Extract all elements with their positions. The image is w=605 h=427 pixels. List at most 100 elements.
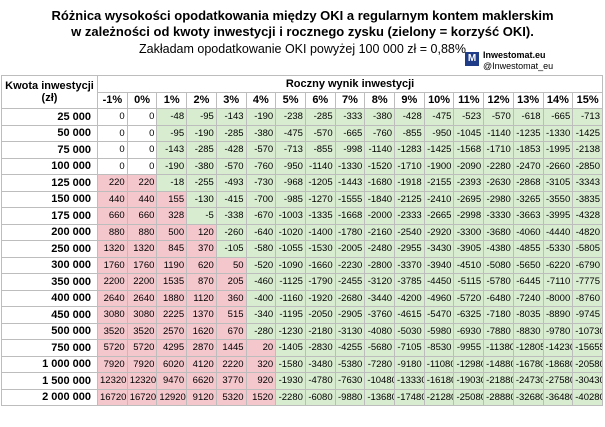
cell: -475	[275, 124, 306, 142]
cell: -11080	[423, 355, 455, 373]
cell: -570	[215, 157, 247, 175]
cell: 205	[215, 273, 247, 291]
cell: -380	[245, 124, 277, 142]
cell: 3770	[215, 372, 247, 390]
subtitle: Zakładam opodatkowanie OKI powyżej 100 0…	[139, 42, 466, 56]
cell: 3520	[97, 322, 128, 340]
table: Kwota inwestycji (zł) Roczny wynik inwest…	[1, 75, 603, 406]
cell: 5720	[126, 339, 158, 357]
cell: -2280	[483, 157, 514, 175]
cell: -10480	[364, 372, 396, 390]
cell: -2393	[453, 174, 485, 192]
cell: -1140	[304, 157, 336, 175]
cell: -8890	[542, 306, 574, 324]
cell: -428	[215, 141, 247, 159]
cell: 440	[97, 190, 128, 208]
cell: 5720	[97, 339, 128, 357]
cell: -3680	[483, 223, 514, 241]
cell: -1425	[423, 141, 455, 159]
column-header: 8%	[364, 91, 396, 109]
cell: -7775	[572, 273, 603, 291]
column-header: 11%	[453, 91, 485, 109]
cell: -1283	[394, 141, 425, 159]
row-label: 1 000 000	[1, 355, 98, 373]
header-row: Kwota inwestycji (zł) Roczny wynik inwest…	[1, 75, 603, 109]
cell: -4440	[542, 223, 574, 241]
row-label: 25 000	[1, 108, 98, 126]
logo-icon: M	[465, 52, 479, 66]
cell: -1125	[275, 273, 306, 291]
row: 400 000 2640 2640 1880 1120 360 -400 -1160 -1920…	[1, 289, 603, 307]
cell: -7110	[542, 273, 574, 291]
cell: -7180	[483, 306, 514, 324]
cell: -950	[423, 124, 455, 142]
cell: 1120	[186, 289, 217, 307]
cell: 1520	[245, 388, 277, 406]
cell: -333	[334, 108, 366, 126]
cell: -1195	[275, 306, 306, 324]
cell: -2955	[394, 240, 425, 258]
cell: -18680	[542, 355, 574, 373]
cell: -1520	[364, 157, 396, 175]
cell: -21280	[423, 388, 455, 406]
cell: -19030	[453, 372, 485, 390]
cell: -1995	[542, 141, 574, 159]
cell: -18	[156, 174, 188, 192]
cell: -4820	[572, 223, 603, 241]
cell: -8035	[512, 306, 544, 324]
cell: -3343	[572, 174, 603, 192]
cell: 920	[245, 372, 277, 390]
cell: -8000	[542, 289, 574, 307]
cell: -2090	[453, 157, 485, 175]
cell: 1190	[156, 256, 188, 274]
cell: -1020	[275, 223, 306, 241]
cell: -28880	[483, 388, 514, 406]
row: 200 000 880 880 500 120 -260 -640 -1020 -1400 -17…	[1, 223, 603, 241]
row-label: 2 000 000	[1, 388, 98, 406]
cell: -238	[275, 108, 306, 126]
cell: -4328	[572, 207, 603, 225]
row: 150 000 440 440 155 -130 -415 -700 -985 -1270 -15…	[1, 190, 603, 208]
row: 100 000 0 0 -190 -380 -570 -760 -950 -1140 -1330-…	[1, 157, 603, 175]
cell: -1425	[572, 124, 603, 142]
cell: -9180	[394, 355, 425, 373]
cell: -105	[215, 240, 247, 258]
cell: -7880	[483, 322, 514, 340]
cell: -2155	[423, 174, 455, 192]
cell: -1270	[304, 190, 336, 208]
cell: 3080	[126, 306, 158, 324]
cell: -340	[245, 306, 277, 324]
cell: -998	[334, 141, 366, 159]
cell: -6220	[542, 256, 574, 274]
cell: -3330	[483, 207, 514, 225]
cell: -665	[334, 124, 366, 142]
row: 450 000 3080 3080 2225 1370 515 -340 -1195 -2050…	[1, 306, 603, 324]
cell: -3905	[453, 240, 485, 258]
column-header: 0%	[126, 91, 158, 109]
cell: -3130	[334, 322, 366, 340]
cell: 7920	[126, 355, 158, 373]
cell: -130	[186, 190, 217, 208]
cell: -5680	[364, 339, 396, 357]
cell: -6480	[483, 289, 514, 307]
cell: -4780	[304, 372, 336, 390]
cell: -493	[215, 174, 247, 192]
cell: -3760	[364, 306, 396, 324]
row: 50 000 0 0 -95 -190 -285 -380 -475 -570 -665 -760-…	[1, 124, 603, 142]
cell: -2000	[364, 207, 396, 225]
cell: -1443	[334, 174, 366, 192]
column-header: 14%	[542, 91, 574, 109]
row: 750 000 5720 5720 4295 2870 1445 20 -1405 -2830-…	[1, 339, 603, 357]
cell: 2200	[97, 273, 128, 291]
cell: -9745	[572, 306, 603, 324]
cell: -10730	[572, 322, 603, 340]
cell: 1370	[186, 306, 217, 324]
column-header: 13%	[512, 91, 544, 109]
cell: 1320	[126, 240, 158, 258]
cell: 360	[215, 289, 247, 307]
cell: -1900	[423, 157, 455, 175]
cell: -1160	[275, 289, 306, 307]
cell: 1760	[126, 256, 158, 274]
cell: -1330	[542, 124, 574, 142]
cell: 500	[156, 223, 188, 241]
